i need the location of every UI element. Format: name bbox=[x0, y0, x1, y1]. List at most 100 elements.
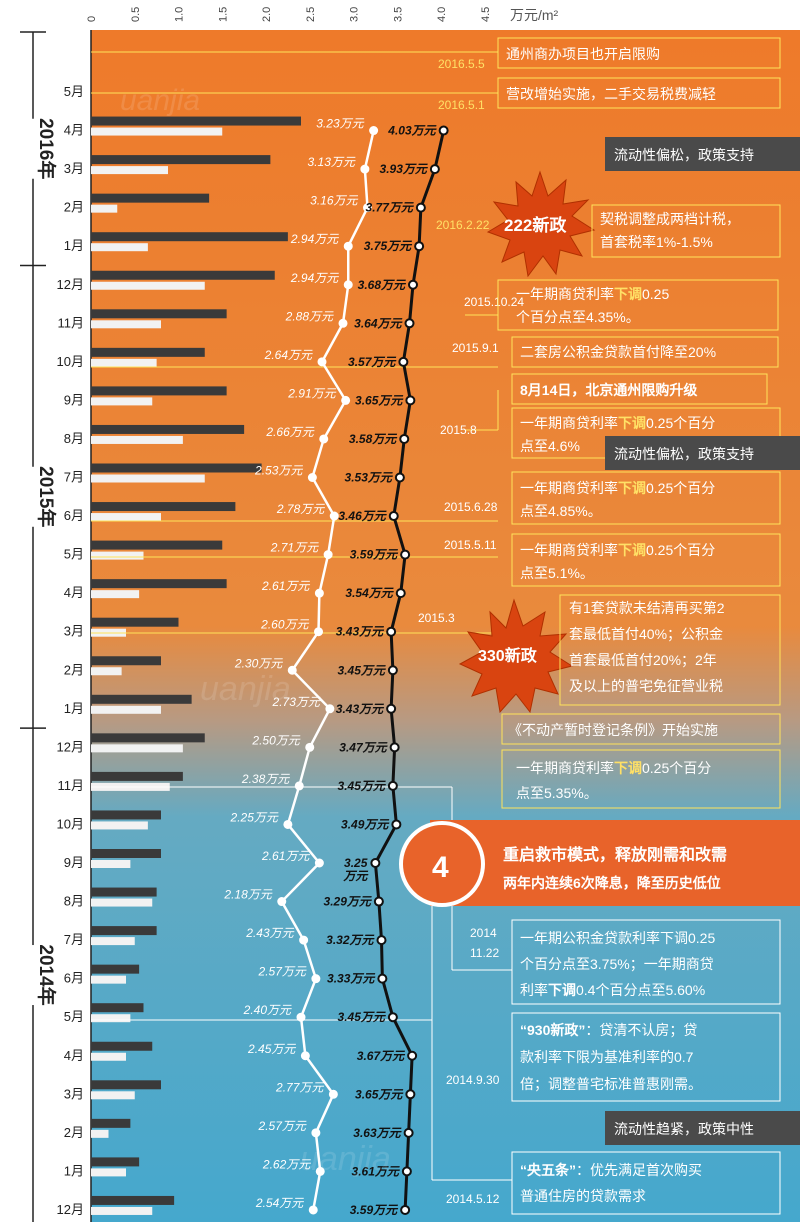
label-black: 3.45万元 bbox=[338, 663, 387, 677]
bar-light bbox=[91, 821, 148, 830]
event-text: 营改增始实施，二手交易税费减轻 bbox=[506, 86, 716, 102]
point-black bbox=[386, 703, 397, 714]
point-white bbox=[305, 742, 315, 752]
month-label: 4月 bbox=[64, 123, 84, 138]
bar-light bbox=[91, 474, 205, 483]
burst-330-icon bbox=[458, 598, 574, 714]
event-2015-8-14: 8月14日，北京通州限购升级 bbox=[511, 373, 768, 405]
burst-label: 222新政 bbox=[504, 215, 567, 235]
label-white: 2.91万元 bbox=[287, 386, 336, 400]
banner-number: 4 bbox=[432, 851, 449, 884]
bar-dark bbox=[91, 463, 262, 473]
label-white: 3.23万元 bbox=[316, 117, 364, 131]
month-label: 2月 bbox=[64, 1125, 84, 1140]
event-line: 个百分点至3.75%；一年期商贷 bbox=[520, 956, 714, 973]
bar-light bbox=[91, 204, 118, 213]
month-label: 10月 bbox=[57, 816, 84, 831]
event-line: 套最低首付40%；公积金 bbox=[569, 626, 723, 643]
tag-text: 流动性趋紧，政策中性 bbox=[614, 1121, 754, 1137]
bar-light bbox=[91, 1014, 131, 1023]
label-white: 2.45万元 bbox=[247, 1042, 296, 1056]
point-black bbox=[376, 935, 387, 946]
event-text: 二套房公积金贷款首付降至20% bbox=[520, 344, 716, 360]
x-tick-label: 3.0 bbox=[349, 7, 361, 22]
x-tick-label: 2.0 bbox=[261, 7, 273, 22]
label-black: 3.45万元 bbox=[338, 779, 387, 793]
label-black: 3.32万元 bbox=[326, 933, 375, 947]
point-black bbox=[398, 356, 409, 367]
label-black: 3.49万元 bbox=[341, 817, 390, 831]
event-date: 2014.5.12 bbox=[446, 1192, 500, 1206]
bar-light bbox=[91, 551, 144, 560]
point-black bbox=[373, 896, 384, 907]
label-white: 2.77万元 bbox=[275, 1080, 324, 1094]
bar-dark bbox=[91, 617, 179, 627]
label-white: 2.50万元 bbox=[251, 733, 300, 747]
bar-dark bbox=[91, 926, 157, 936]
event-2014-5-12: 2014.5.12 “央五条”：优先满足首次购买 普通住房的贷款需求 bbox=[446, 1151, 781, 1215]
tag-text: 流动性偏松，政策支持 bbox=[614, 147, 754, 163]
point-white bbox=[283, 819, 293, 829]
month-label: 3月 bbox=[64, 624, 84, 639]
label-white: 2.73万元 bbox=[272, 695, 321, 709]
label-black: 3.57万元 bbox=[348, 355, 397, 369]
event-2015-10-24: 2015.10.24 一年期商贷利率下调0.25 个百分点至4.35%。 bbox=[464, 279, 779, 331]
label-black: 3.29万元 bbox=[324, 895, 373, 909]
event-line: 点至4.85%。 bbox=[520, 503, 602, 519]
bar-dark bbox=[91, 502, 236, 512]
label-white: 2.61万元 bbox=[261, 849, 310, 863]
bar-light bbox=[91, 127, 223, 136]
bar-light bbox=[91, 937, 135, 946]
label-black-unit: 万元 bbox=[342, 869, 369, 883]
event-connectors bbox=[91, 51, 499, 634]
month-label: 6月 bbox=[64, 508, 84, 523]
point-white bbox=[307, 473, 317, 482]
bar-dark bbox=[91, 232, 288, 242]
point-white bbox=[317, 357, 327, 367]
point-black bbox=[429, 164, 440, 175]
event-line: 一年期商贷利率下调0.25个百分 bbox=[520, 415, 715, 431]
year-label-bg bbox=[22, 118, 44, 179]
bar-dark bbox=[91, 771, 183, 781]
event-2015-5-11: 2015.5.11 一年期商贷利率下调0.25个百分 点至5.1%。 bbox=[444, 533, 781, 587]
month-label: 1月 bbox=[64, 1163, 84, 1178]
bar-dark bbox=[91, 1041, 153, 1051]
label-black: 3.61万元 bbox=[352, 1164, 401, 1178]
bar-light bbox=[91, 1091, 135, 1100]
policy-tag-2: 流动性偏松，政策支持 bbox=[605, 436, 800, 470]
point-white bbox=[343, 241, 353, 251]
x-axis: 0 0.5 1.0 1.5 2.0 2.5 3.0 3.5 4.0 4.5 bbox=[86, 7, 492, 22]
point-black bbox=[438, 125, 449, 136]
month-label: 7月 bbox=[64, 932, 84, 947]
point-black bbox=[405, 1089, 416, 1100]
bar-dark bbox=[91, 810, 161, 820]
point-white bbox=[314, 627, 323, 637]
x-tick-label: 1.5 bbox=[217, 7, 229, 22]
point-black bbox=[401, 1166, 412, 1177]
point-black bbox=[415, 202, 426, 213]
event-date: 2014 bbox=[470, 926, 497, 940]
point-white bbox=[299, 935, 309, 945]
bar-dark bbox=[91, 1080, 161, 1090]
label-black: 3.59万元 bbox=[350, 1203, 399, 1217]
label-white: 2.61万元 bbox=[261, 579, 310, 593]
bar-light bbox=[91, 860, 131, 868]
bar-light bbox=[91, 1052, 126, 1061]
bar-dark bbox=[91, 579, 227, 589]
label-black: 3.53万元 bbox=[345, 471, 394, 485]
point-white bbox=[360, 164, 370, 174]
bar-light bbox=[91, 744, 183, 753]
month-label: 11月 bbox=[58, 778, 85, 793]
bar-dark bbox=[91, 386, 227, 396]
tag-text: 流动性偏松，政策支持 bbox=[614, 446, 754, 462]
bar-light bbox=[91, 320, 161, 329]
x-tick-label: 1.0 bbox=[174, 7, 186, 22]
label-white: 2.38万元 bbox=[241, 772, 290, 786]
label-black: 3.77万元 bbox=[366, 201, 415, 215]
point-black bbox=[370, 858, 381, 868]
event-line: 一年期商贷利率下调0.25个百分 bbox=[520, 480, 715, 496]
x-tick-label: 2.5 bbox=[305, 7, 317, 22]
month-label: 6月 bbox=[64, 971, 84, 986]
point-black bbox=[404, 318, 415, 329]
point-black bbox=[391, 819, 402, 830]
